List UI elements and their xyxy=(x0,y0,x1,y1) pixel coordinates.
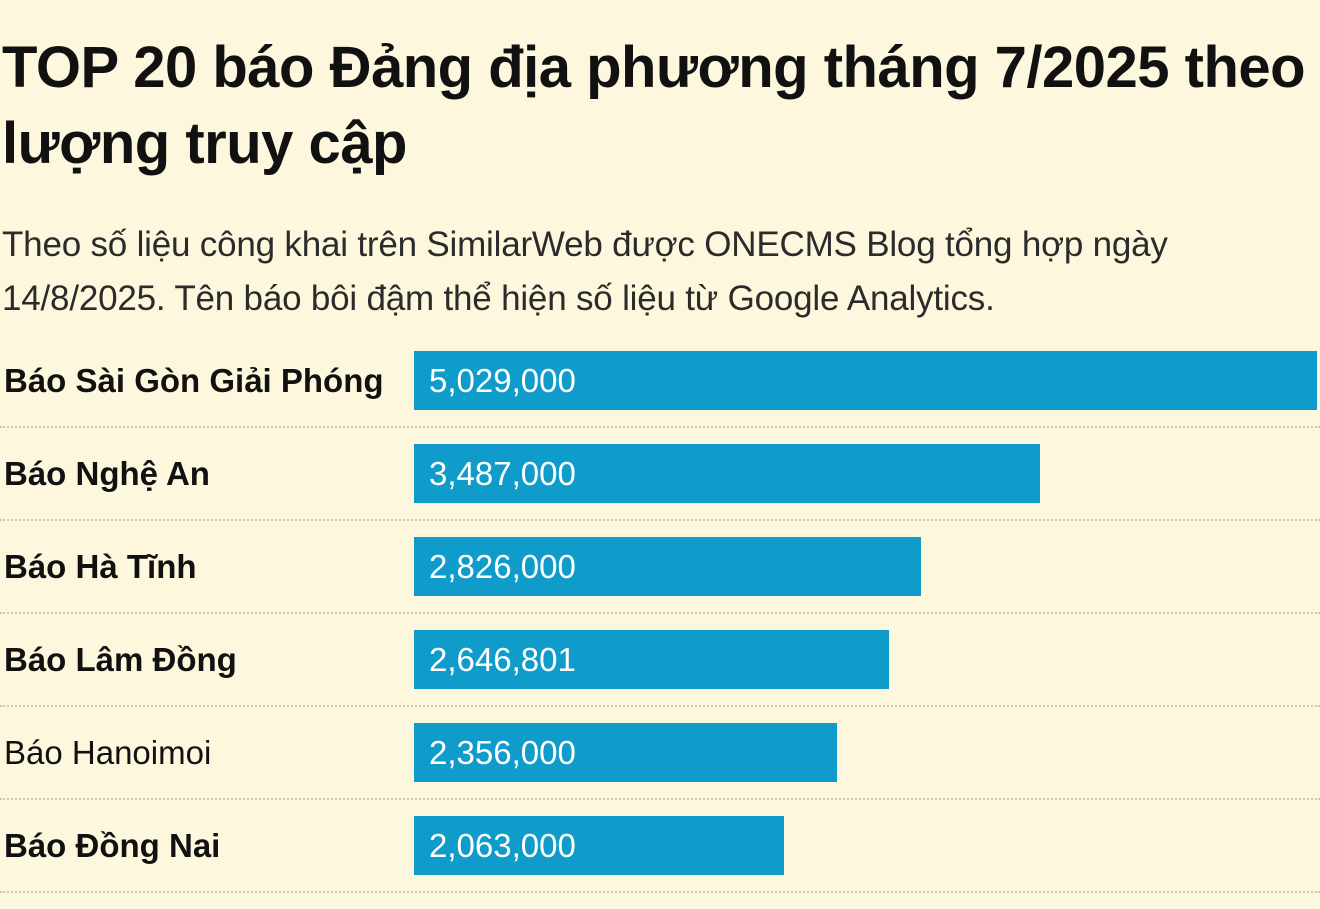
bar-row: Báo Lâm Đồng 2,646,801 xyxy=(0,630,1320,723)
bar-value-label: 2,063,000 xyxy=(429,827,576,864)
category-label: Báo Nghệ An xyxy=(4,455,210,492)
bar: 2,356,000 xyxy=(414,723,837,782)
category-label: Báo Hà Tĩnh xyxy=(4,548,197,585)
chart-title: TOP 20 báo Đảng địa phương tháng 7/2025 … xyxy=(2,35,1306,176)
category-label: Báo Đồng Nai xyxy=(4,827,221,864)
bar-row: Báo Sài Gòn Giải Phóng 5,029,000 xyxy=(0,351,1320,444)
bar: 2,063,000 xyxy=(414,816,784,875)
bar: 2,826,000 xyxy=(414,537,921,596)
category-label: Báo Hanoimoi xyxy=(4,734,212,771)
bar-row: Báo Nghệ An 3,487,000 xyxy=(0,444,1320,537)
bar: 3,487,000 xyxy=(414,444,1040,503)
bar-chart: Báo Sài Gòn Giải Phóng 5,029,000 Báo Nghệ … xyxy=(0,351,1320,909)
bar-row: Báo Đồng Nai 2,063,000 xyxy=(0,816,1320,909)
chart-subtitle: Theo số liệu công khai trên SimilarWeb đ… xyxy=(2,225,1168,318)
bar-row: Báo Hanoimoi 2,356,000 xyxy=(0,723,1320,816)
bar-value-label: 2,356,000 xyxy=(429,734,576,771)
bar-value-label: 2,826,000 xyxy=(429,548,576,585)
bar-value-label: 3,487,000 xyxy=(429,455,576,492)
bar: 2,646,801 xyxy=(414,630,889,689)
category-label: Báo Sài Gòn Giải Phóng xyxy=(4,362,384,399)
category-label: Báo Lâm Đồng xyxy=(4,641,237,678)
bar-value-label: 5,029,000 xyxy=(429,362,576,399)
bar-value-label: 2,646,801 xyxy=(429,641,576,678)
bar-row: Báo Hà Tĩnh 2,826,000 xyxy=(0,537,1320,630)
bar: 5,029,000 xyxy=(414,351,1317,410)
